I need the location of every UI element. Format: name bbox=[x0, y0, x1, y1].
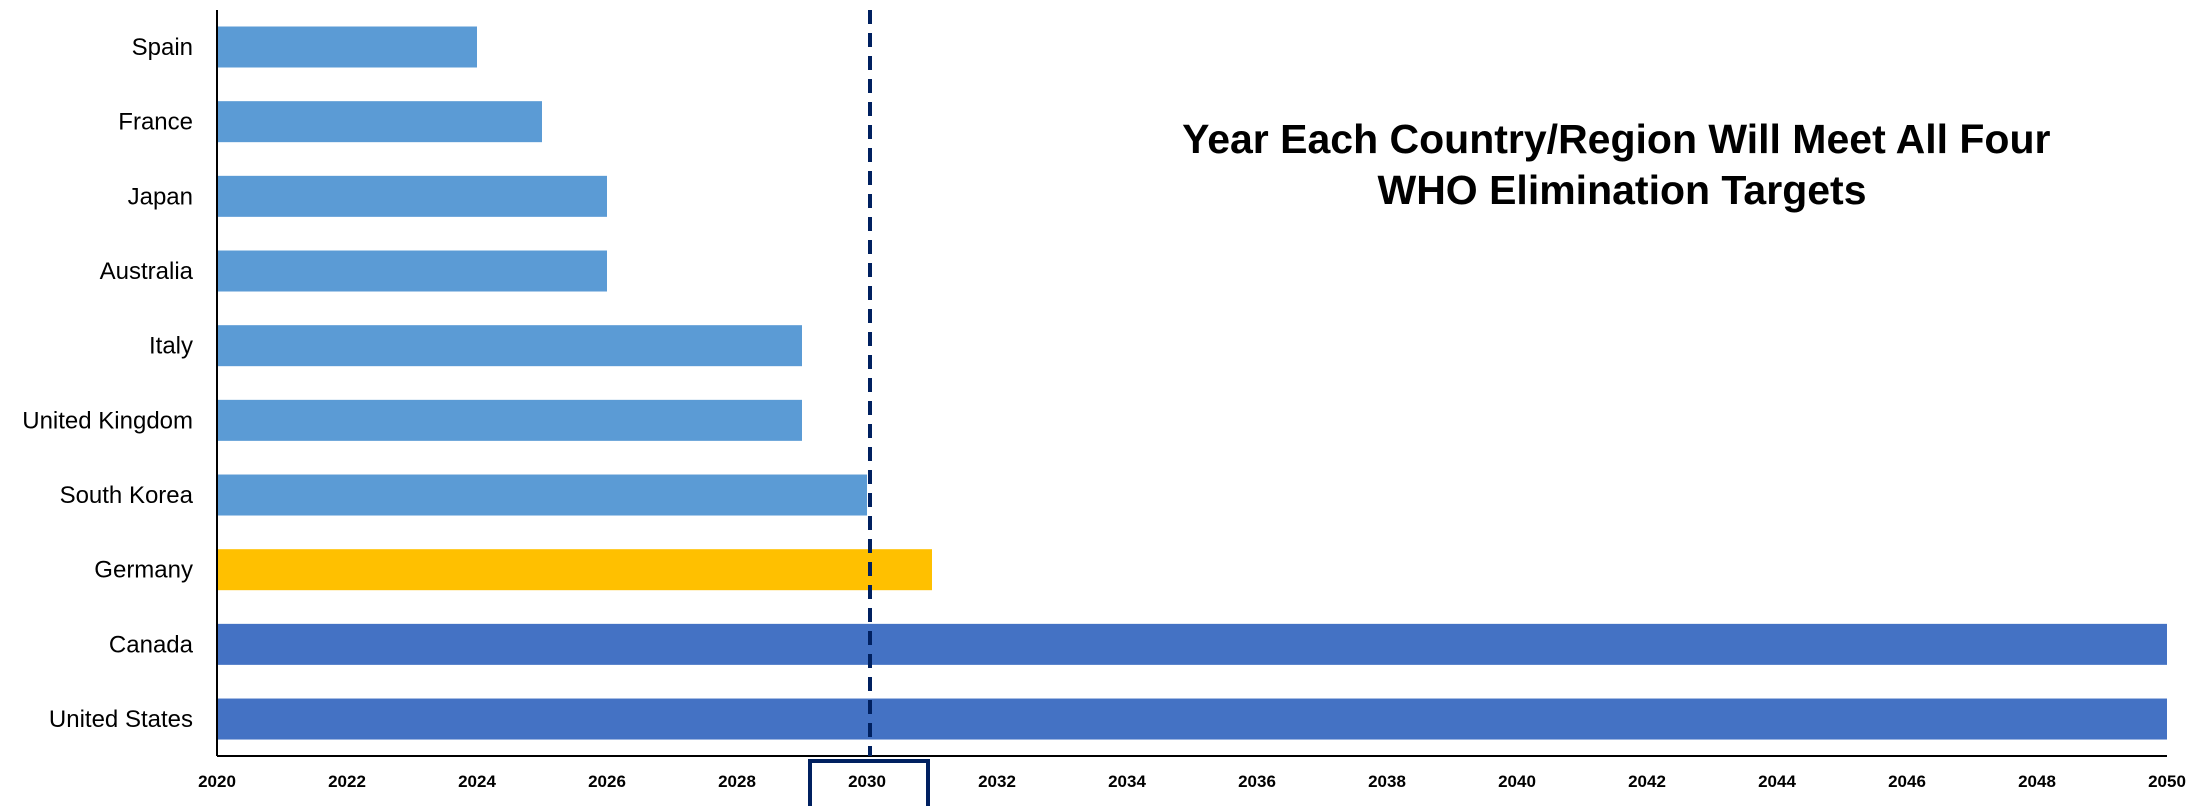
x-tick-label-2028: 2028 bbox=[718, 772, 756, 791]
chart-title-line-2: WHO Elimination Targets bbox=[1378, 167, 1867, 213]
category-label-canada: Canada bbox=[109, 631, 194, 658]
bar-south-korea bbox=[217, 474, 867, 516]
bar-spain bbox=[217, 26, 477, 68]
bar-germany bbox=[217, 549, 932, 591]
bar-australia bbox=[217, 250, 607, 292]
category-label-united-states: United States bbox=[49, 706, 193, 733]
bars-group bbox=[217, 26, 2167, 740]
x-tick-label-2024: 2024 bbox=[458, 772, 496, 791]
x-tick-label-2022: 2022 bbox=[328, 772, 366, 791]
chart-title-line-1: Year Each Country/Region Will Meet All F… bbox=[1182, 116, 2050, 162]
category-labels-group: Spain France Japan Australia Italy United Kin… bbox=[22, 34, 193, 733]
bar-italy bbox=[217, 325, 802, 367]
x-tick-label-2046: 2046 bbox=[1888, 772, 1926, 791]
bar-united-kingdom bbox=[217, 399, 802, 441]
chart-title: Year Each Country/Region Will Meet All F… bbox=[1182, 116, 2062, 213]
x-tick-label-2026: 2026 bbox=[588, 772, 626, 791]
category-label-united-kingdom: United Kingdom bbox=[22, 407, 193, 434]
bar-canada bbox=[217, 623, 2167, 665]
x-tick-label-2048: 2048 bbox=[2018, 772, 2056, 791]
bar-france bbox=[217, 101, 542, 143]
axes-group bbox=[216, 10, 2167, 757]
bar-united-states bbox=[217, 698, 2167, 740]
x-tick-label-2020: 2020 bbox=[198, 772, 236, 791]
category-label-germany: Germany bbox=[94, 557, 193, 584]
x-tick-label-2040: 2040 bbox=[1498, 772, 1536, 791]
category-label-south-korea: South Korea bbox=[60, 482, 194, 509]
x-tick-label-2032: 2032 bbox=[978, 772, 1016, 791]
x-tick-label-2036: 2036 bbox=[1238, 772, 1276, 791]
category-label-italy: Italy bbox=[149, 333, 193, 360]
category-label-australia: Australia bbox=[100, 258, 194, 285]
x-tick-label-2042: 2042 bbox=[1628, 772, 1666, 791]
x-tick-label-2038: 2038 bbox=[1368, 772, 1406, 791]
bar-japan bbox=[217, 175, 607, 217]
x-tick-labels-group: 2020 2022 2024 2026 2028 2030 2032 2034 2036 2038… bbox=[198, 772, 2186, 791]
x-tick-label-2030: 2030 bbox=[848, 772, 886, 791]
category-label-japan: Japan bbox=[128, 183, 193, 210]
category-label-france: France bbox=[118, 109, 193, 136]
x-tick-label-2034: 2034 bbox=[1108, 772, 1146, 791]
x-tick-label-2044: 2044 bbox=[1758, 772, 1796, 791]
category-label-spain: Spain bbox=[132, 34, 193, 61]
highlighted-tick-box bbox=[808, 759, 930, 806]
x-tick-label-2050: 2050 bbox=[2148, 772, 2186, 791]
